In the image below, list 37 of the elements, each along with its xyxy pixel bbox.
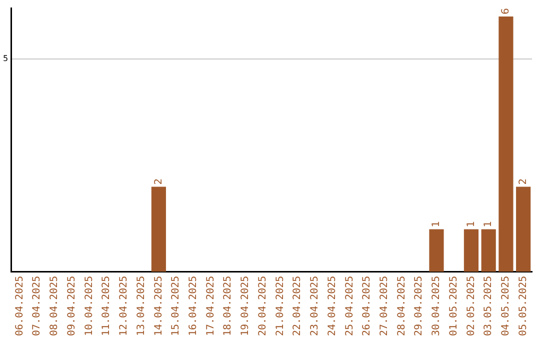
y-tick-label: 5 <box>2 54 8 64</box>
x-tick-label: 23.04.2025 <box>310 276 321 336</box>
x-tick-label: 05.05.2025 <box>518 276 529 336</box>
x-tick-label: 14.04.2025 <box>153 276 164 336</box>
x-tick-label: 19.04.2025 <box>240 276 252 336</box>
x-tick-label: 21.04.2025 <box>274 276 286 336</box>
x-tick-label: 15.04.2025 <box>170 276 182 336</box>
x-tick-label: 18.04.2025 <box>222 276 234 336</box>
data-label: 2 <box>153 178 164 185</box>
data-label: 1 <box>466 220 477 228</box>
x-tick-label: 25.04.2025 <box>344 276 356 336</box>
x-tick-label: 22.04.2025 <box>292 276 304 336</box>
x-tick-label: 08.04.2025 <box>49 276 60 336</box>
x-tick-label: 27.04.2025 <box>379 276 390 336</box>
x-tick-label: 26.04.2025 <box>362 276 373 336</box>
x-tick-label: 28.04.2025 <box>396 276 408 336</box>
x-tick-label: 11.04.2025 <box>101 276 112 336</box>
data-label: 1 <box>483 220 494 228</box>
x-tick-label: 24.04.2025 <box>326 276 338 336</box>
x-tick-label: 16.04.2025 <box>188 276 199 336</box>
x-tick-label: 03.05.2025 <box>483 276 494 336</box>
data-label: 2 <box>518 178 529 185</box>
x-tick-label: 09.04.2025 <box>66 276 78 336</box>
x-tick-label: 29.04.2025 <box>414 276 425 336</box>
data-label: 6 <box>500 8 512 15</box>
x-tick-label: 17.04.2025 <box>205 276 216 336</box>
x-tick-label: 06.04.2025 <box>14 276 26 336</box>
x-tick-label: 01.05.2025 <box>448 276 460 336</box>
x-tick-label: 02.05.2025 <box>466 276 477 336</box>
x-tick-label: 13.04.2025 <box>136 276 147 336</box>
x-tick-label: 04.05.2025 <box>500 276 512 336</box>
data-label: 1 <box>431 220 442 228</box>
x-tick-label: 20.04.2025 <box>257 276 268 336</box>
x-tick-label: 07.04.2025 <box>32 276 43 336</box>
x-tick-label: 10.04.2025 <box>84 276 95 336</box>
x-tick-label: 30.04.2025 <box>431 276 442 336</box>
x-tick-label: 12.04.2025 <box>118 276 130 336</box>
